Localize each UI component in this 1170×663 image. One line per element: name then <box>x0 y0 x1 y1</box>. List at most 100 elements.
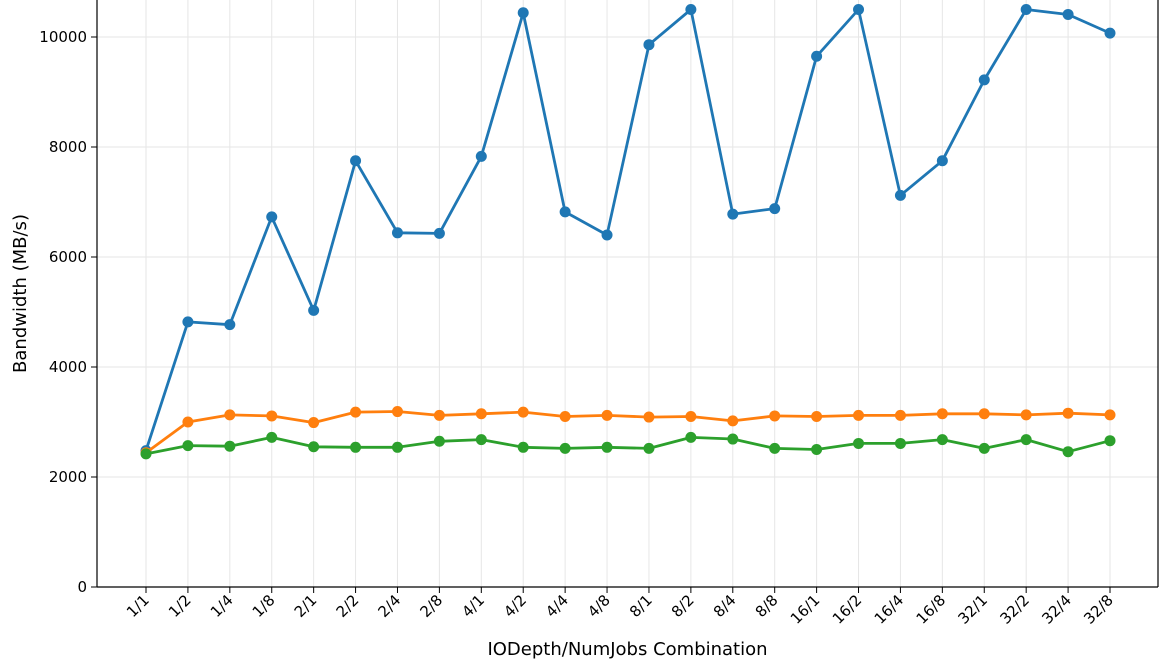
data-point <box>517 441 529 453</box>
series-line <box>144 8 1112 453</box>
series-line <box>144 435 1112 456</box>
x-tick-label: 4/8 <box>584 591 614 621</box>
data-point <box>1062 446 1074 458</box>
data-point <box>224 440 236 452</box>
x-tick-label: 32/4 <box>1038 591 1075 628</box>
data-point <box>1020 4 1032 15</box>
data-point <box>266 211 278 223</box>
x-tick-label: 1/1 <box>123 591 153 621</box>
series-1 <box>140 406 1116 459</box>
x-tick-label: 8/1 <box>626 591 656 621</box>
data-point <box>811 411 823 422</box>
data-point <box>308 441 320 453</box>
y-tick-label: 6000 <box>49 248 87 266</box>
data-point <box>936 155 948 167</box>
x-tick-label: 16/8 <box>913 591 950 628</box>
data-point <box>685 431 697 443</box>
x-tick-label: 1/4 <box>207 591 237 621</box>
data-point <box>853 4 865 15</box>
x-tick-label: 16/1 <box>787 591 824 628</box>
x-tick-label: 1/2 <box>165 591 195 621</box>
x-tick-label: 2/4 <box>375 591 405 621</box>
data-point <box>853 437 865 449</box>
x-tick-label: 1/8 <box>249 591 279 621</box>
data-point <box>894 409 906 421</box>
data-point <box>308 304 320 316</box>
x-tick-label: 2/8 <box>416 591 446 621</box>
data-point <box>811 444 823 455</box>
data-point <box>224 319 236 331</box>
data-point <box>1020 434 1032 446</box>
data-point <box>894 437 906 449</box>
series-layer <box>140 4 1116 460</box>
data-point <box>182 416 194 428</box>
data-point <box>727 208 739 220</box>
data-point <box>140 448 152 460</box>
data-point <box>517 7 529 19</box>
data-point <box>601 441 613 453</box>
grid <box>97 0 1158 588</box>
data-point <box>1104 409 1116 421</box>
data-point <box>769 410 781 422</box>
data-point <box>350 441 362 453</box>
data-point <box>643 442 655 454</box>
data-point <box>601 409 613 421</box>
data-point <box>1020 409 1032 421</box>
data-point <box>391 441 403 453</box>
data-point <box>978 442 990 454</box>
data-point <box>643 411 655 423</box>
data-point <box>1104 435 1116 447</box>
data-point <box>978 408 990 420</box>
y-tick-label: 2000 <box>49 468 87 486</box>
data-point <box>1104 27 1116 39</box>
data-point <box>433 409 445 421</box>
data-point <box>182 316 194 328</box>
data-point <box>391 227 403 239</box>
data-point <box>811 50 823 62</box>
data-point <box>1062 407 1074 419</box>
data-point <box>601 229 613 241</box>
data-point <box>559 206 571 218</box>
y-tick-label: 10000 <box>39 28 87 46</box>
y-axis-title: Bandwidth (MB/s) <box>10 214 31 373</box>
series-2 <box>140 431 1116 460</box>
data-point <box>433 435 445 447</box>
series-0 <box>140 4 1116 457</box>
y-tick-label: 0 <box>77 578 87 596</box>
x-tick-label: 2/2 <box>333 591 363 621</box>
data-point <box>266 431 278 443</box>
data-point <box>1062 8 1074 20</box>
data-point <box>350 155 362 167</box>
x-tick-label: 32/2 <box>996 591 1033 628</box>
data-point <box>936 408 948 420</box>
data-point <box>475 408 487 420</box>
x-tick-label: 8/8 <box>752 591 782 621</box>
x-tick-label: 8/4 <box>710 591 740 621</box>
data-point <box>727 433 739 445</box>
data-point <box>853 409 865 421</box>
data-point <box>978 74 990 86</box>
series-line <box>144 410 1112 455</box>
data-point <box>224 409 236 421</box>
x-tick-label: 16/4 <box>871 591 908 628</box>
data-point <box>685 411 697 422</box>
data-point <box>894 189 906 201</box>
data-point <box>769 203 781 215</box>
x-tick-label: 2/1 <box>291 591 321 621</box>
x-axis-title: IODepth/NumJobs Combination <box>487 639 767 660</box>
data-point <box>475 434 487 446</box>
data-point <box>517 406 529 418</box>
data-point <box>308 417 320 429</box>
x-tick-label: 32/8 <box>1080 591 1117 628</box>
data-point <box>559 442 571 454</box>
x-tick-label: 4/2 <box>500 591 530 621</box>
data-point <box>475 150 487 162</box>
axes: 0 2000 4000 6000 8000 10000 1/1 1/2 1/4 1/8 2/1 2/2… <box>39 0 1159 628</box>
data-point <box>559 411 571 422</box>
data-point <box>350 406 362 418</box>
data-point <box>685 4 697 15</box>
x-tick-label: 16/2 <box>829 591 866 628</box>
data-point <box>391 406 403 418</box>
data-point <box>643 39 655 51</box>
